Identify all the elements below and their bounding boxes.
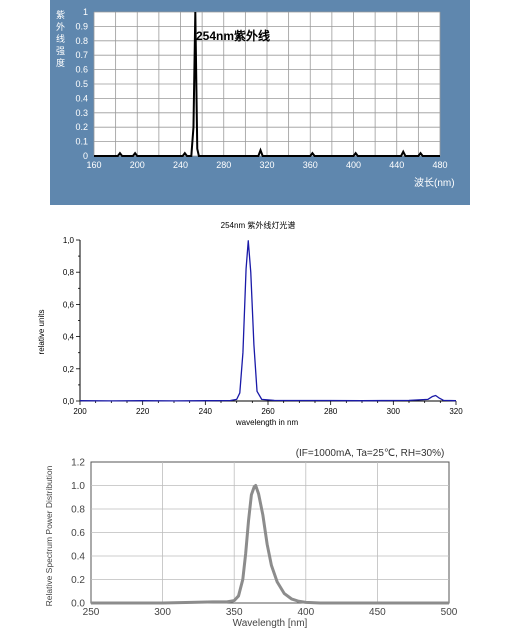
chart-3-x-tick-label: 300 [154,607,171,618]
chart-1-y-tick-label: 0.6 [75,65,88,75]
chart-2-y-tick-label: 0,0 [63,397,75,406]
chart-1-annotation: 254nm紫外线 [196,28,270,43]
chart-2-x-label: wavelength in nm [235,418,299,427]
chart-3-x-tick-label: 350 [226,607,243,618]
chart-2-y-tick-label: 0,6 [63,300,75,309]
chart-2-x-tick-label: 280 [324,407,338,416]
chart-3-y-tick-label: 0.0 [71,599,85,610]
chart-1-y-tick-label: 0.3 [75,108,88,118]
chart-1-y-tick-label: 0.8 [75,36,88,46]
chart-3: (IF=1000mA, Ta=25℃, RH=30%) 250 300 350 400… [44,448,458,629]
chart-1-x-tick-label: 440 [389,160,404,170]
chart-1-y-label-4: 强 [56,46,65,56]
chart-2-y-tick-label: 0,2 [63,365,75,374]
chart-1-y-tick-label: 0.9 [75,21,88,31]
chart-1-x-tick-label: 480 [432,160,447,170]
chart-2-x-tick-label: 320 [449,407,463,416]
chart-3-x-tick-label: 500 [441,607,458,618]
chart-1-y-tick-label: 0.1 [75,137,88,147]
chart-1-y-label-2: 外 [56,21,65,32]
chart-1-x-tick-label: 320 [259,160,274,170]
chart-1-y-tick-label: 0.5 [75,79,88,89]
chart-3-y-tick-label: 1.0 [71,481,85,492]
chart-1-series-line [94,11,440,157]
chart-2: 254nm 紫外线灯光谱 200 220 240 260 280 300 320 0,0 0,2… [37,220,463,427]
chart-2-y-tick-label: 1,0 [63,236,75,245]
chart-3-y-tick-label: 0.6 [71,528,85,539]
chart-3-title: (IF=1000mA, Ta=25℃, RH=30%) [296,448,445,459]
chart-3-x-tick-label: 250 [83,607,100,618]
chart-3-y-label: Relative Spectrum Power Distribution [44,465,54,606]
chart-2-x-tick-label: 260 [261,407,275,416]
chart-2-x-tick-label: 300 [387,407,401,416]
chart-1: 160 200 240 280 320 360 400 440 480 0 0.1 0.2 0.3 0.4… [50,0,470,205]
chart-2-x-tick-label: 200 [73,407,87,416]
chart-1-x-tick-label: 160 [86,160,101,170]
chart-1-x-tick-label: 200 [130,160,145,170]
chart-1-x-tick-label: 240 [173,160,188,170]
chart-3-y-tick-label: 0.4 [71,552,85,563]
chart-3-x-tick-label: 450 [369,607,386,618]
chart-1-x-tick-label: 400 [346,160,361,170]
chart-3-x-tick-label: 400 [297,607,314,618]
chart-1-y-label-5: 度 [56,57,65,68]
chart-3-series-line [91,484,449,605]
chart-3-x-label: Wavelength [nm] [233,618,308,629]
chart-2-x-tick-label: 240 [199,407,213,416]
chart-1-y-label-3: 线 [56,33,65,44]
chart-1-x-tick-label: 360 [303,160,318,170]
chart-1-y-tick-label: 0.2 [75,122,88,132]
chart-3-y-tick-label: 0.2 [71,575,85,586]
chart-1-x-tick-label: 280 [216,160,231,170]
chart-1-y-label-1: 紫 [56,10,65,20]
chart-2-y-label: relative units [37,310,46,355]
chart-2-title: 254nm 紫外线灯光谱 [221,220,296,230]
chart-1-y-tick-label: 0.7 [75,50,88,60]
chart-2-y-tick-label: 0,8 [63,268,75,277]
chart-1-y-tick-label: 0.4 [75,93,88,103]
chart-2-series-line [79,240,457,402]
chart-2-y-tick-label: 0,4 [63,333,75,342]
chart-2-x-tick-label: 220 [136,407,150,416]
chart-3-y-tick-label: 1.2 [71,458,85,469]
chart-3-y-tick-label: 0.8 [71,505,85,516]
chart-1-y-tick-label: 1 [83,7,88,17]
chart-1-x-label: 波长(nm) [414,176,455,189]
chart-1-y-tick-label: 0 [83,151,88,161]
